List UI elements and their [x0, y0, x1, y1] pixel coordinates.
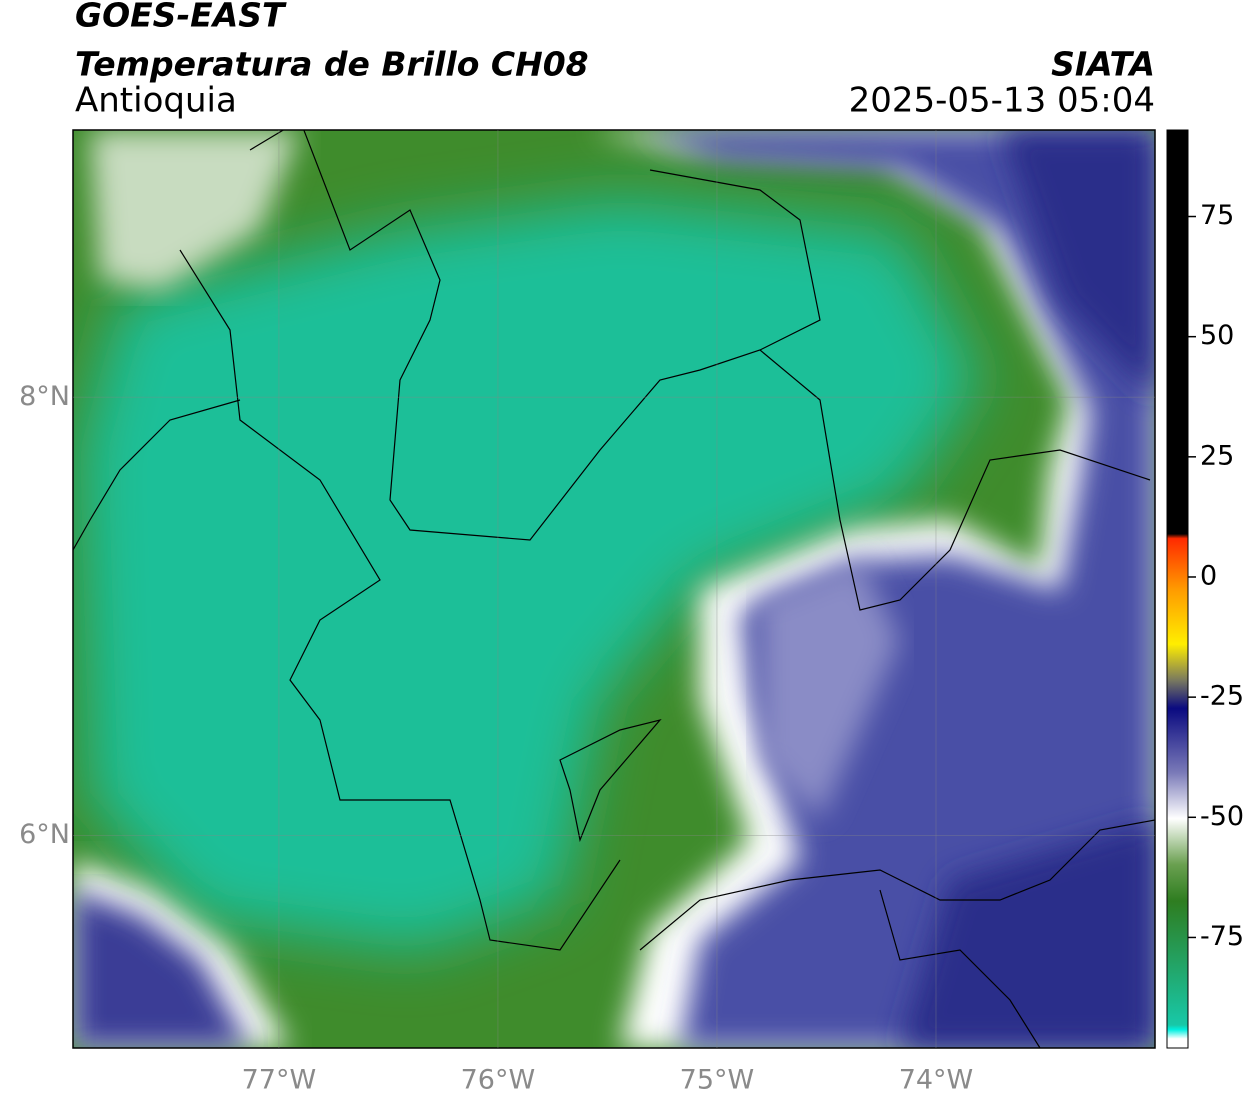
colorbar-tick-label: -50 [1200, 801, 1244, 832]
colorbar [1166, 129, 1189, 1049]
colorbar-tick-label: 50 [1200, 320, 1234, 351]
lon-tick-label: 75°W [680, 1065, 755, 1096]
lat-tick-label: 8°N [19, 381, 70, 412]
colorbar-tick-label: -75 [1200, 921, 1244, 952]
datetime: 2025-05-13 05:04 [849, 81, 1155, 121]
title: GOES-EAST [75, 0, 287, 35]
region: Antioquia [75, 81, 237, 121]
map-frame [72, 129, 1156, 1049]
source: SIATA [1051, 45, 1155, 84]
colorbar-tick-label: -25 [1200, 681, 1244, 712]
lon-tick-label: 76°W [461, 1065, 536, 1096]
colorbar-tick-label: 0 [1200, 560, 1217, 591]
colorbar-tick-label: 25 [1200, 440, 1234, 471]
colorbar-tick-label: 75 [1200, 200, 1234, 231]
satellite-image [73, 130, 1155, 1048]
lon-tick-label: 77°W [242, 1065, 317, 1096]
subtitle: Temperatura de Brillo CH08 [75, 45, 589, 84]
lon-tick-label: 74°W [899, 1065, 974, 1096]
lat-tick-label: 6°N [19, 819, 70, 850]
